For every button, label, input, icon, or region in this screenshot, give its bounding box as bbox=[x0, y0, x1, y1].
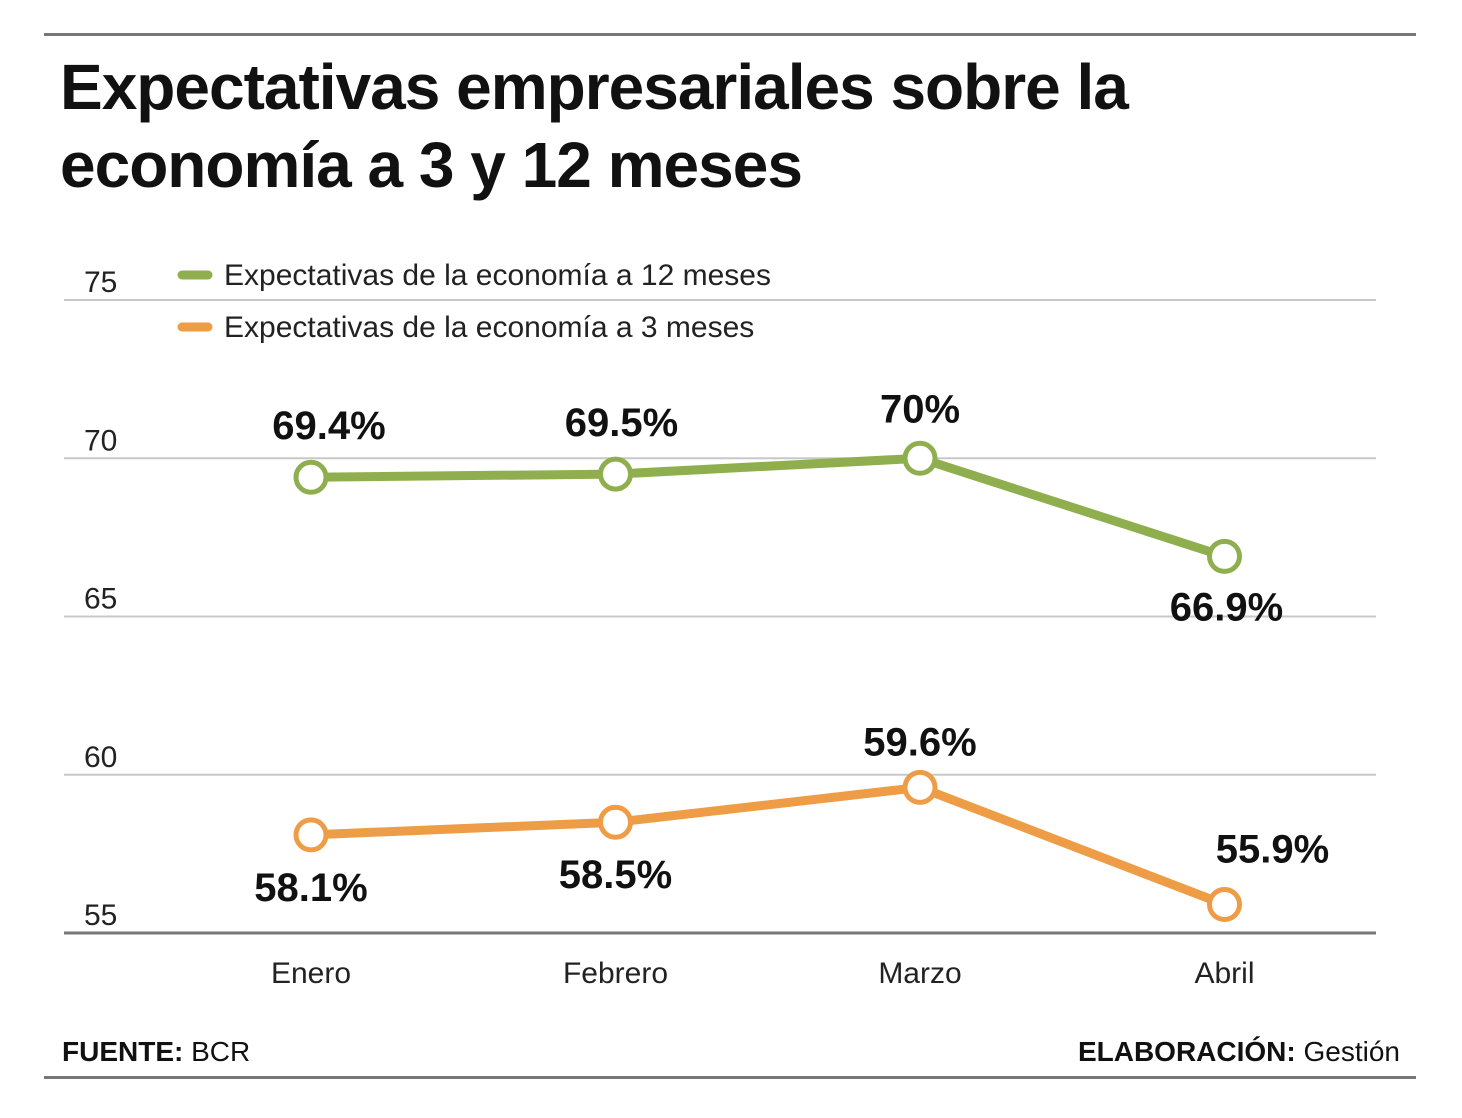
grid-layer bbox=[64, 299, 1376, 935]
credit-value: Gestión bbox=[1303, 1036, 1401, 1067]
bottom-rule bbox=[44, 1076, 1416, 1079]
top-rule bbox=[44, 33, 1416, 36]
data-point bbox=[293, 459, 329, 495]
x-tick-label: Enero bbox=[271, 957, 351, 990]
credit-label: ELABORACIÓN: bbox=[1077, 1036, 1296, 1067]
data-label: 66.9% bbox=[1170, 585, 1283, 629]
data-label: 58.5% bbox=[559, 853, 672, 897]
data-point bbox=[902, 440, 938, 476]
axis-layer: 55 60 65 70 75 Enero Febrero Marzo Abril bbox=[84, 266, 1255, 990]
data-label: 69.4% bbox=[272, 404, 385, 448]
legend-label: Expectativas de la economía a 3 meses bbox=[224, 311, 754, 344]
x-tick-label: Marzo bbox=[878, 957, 961, 990]
series-line bbox=[306, 782, 1229, 910]
data-label: 59.6% bbox=[863, 720, 976, 764]
data-point bbox=[598, 456, 633, 492]
source-note: FUENTE: BCR bbox=[62, 1036, 250, 1068]
chart-title: Expectativas empresariales sobre la econ… bbox=[60, 51, 1129, 201]
x-tick-label: Febrero bbox=[563, 957, 668, 990]
y-tick-label: 70 bbox=[84, 424, 117, 457]
label-layer: 69.4% 69.5% 70% 66.9% 58.1% 58.5% 59.6% 55.9% bbox=[254, 387, 1329, 910]
data-label: 69.5% bbox=[565, 401, 678, 445]
legend-label: Expectativas de la economía a 12 meses bbox=[224, 259, 771, 292]
series-layer bbox=[293, 440, 1242, 923]
source-value: BCR bbox=[191, 1036, 251, 1067]
y-tick-label: 55 bbox=[84, 899, 117, 932]
credit-note: ELABORACIÓN: Gestión bbox=[1078, 1036, 1400, 1068]
data-label: 58.1% bbox=[254, 866, 367, 910]
legend: Expectativas de la economía a 12 meses Ex… bbox=[177, 259, 771, 344]
series-line bbox=[306, 453, 1229, 561]
source-label: FUENTE: bbox=[62, 1036, 184, 1067]
data-label: 55.9% bbox=[1216, 828, 1329, 872]
data-label: 70% bbox=[880, 387, 960, 431]
y-tick-label: 65 bbox=[84, 583, 117, 616]
data-point bbox=[1207, 887, 1242, 923]
data-point bbox=[293, 817, 329, 853]
x-tick-label: Abril bbox=[1194, 957, 1254, 990]
data-point bbox=[902, 769, 938, 805]
data-point bbox=[1207, 538, 1242, 574]
data-point bbox=[598, 804, 633, 840]
y-tick-label: 75 bbox=[84, 266, 117, 299]
y-tick-label: 60 bbox=[84, 741, 117, 774]
